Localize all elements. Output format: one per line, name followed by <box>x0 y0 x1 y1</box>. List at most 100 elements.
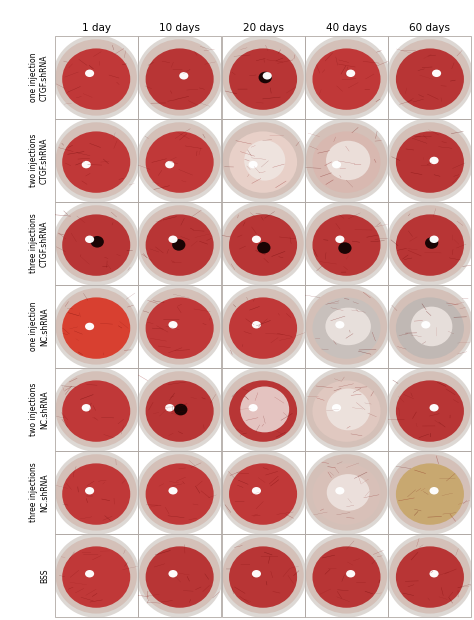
Ellipse shape <box>332 404 341 412</box>
Ellipse shape <box>174 404 187 415</box>
Ellipse shape <box>303 118 390 203</box>
Ellipse shape <box>146 546 214 608</box>
Ellipse shape <box>429 404 438 412</box>
Ellipse shape <box>168 570 178 577</box>
Ellipse shape <box>139 122 220 198</box>
Ellipse shape <box>219 118 307 203</box>
Ellipse shape <box>386 35 474 120</box>
Ellipse shape <box>146 215 214 276</box>
Ellipse shape <box>312 463 381 525</box>
Ellipse shape <box>346 69 355 77</box>
Ellipse shape <box>85 69 94 77</box>
Ellipse shape <box>306 122 387 198</box>
Text: one injection
NC.shRNA: one injection NC.shRNA <box>29 302 49 351</box>
Ellipse shape <box>396 298 464 359</box>
Text: three injections
CTGF.shRNA: three injections CTGF.shRNA <box>29 213 49 273</box>
Ellipse shape <box>139 371 220 448</box>
Ellipse shape <box>312 215 381 276</box>
Ellipse shape <box>136 35 223 120</box>
Ellipse shape <box>62 546 130 608</box>
Ellipse shape <box>306 371 387 448</box>
Ellipse shape <box>55 122 137 198</box>
Text: 20 days: 20 days <box>243 24 283 33</box>
Ellipse shape <box>303 450 390 534</box>
Ellipse shape <box>62 48 130 110</box>
Ellipse shape <box>326 141 370 180</box>
Ellipse shape <box>396 546 464 608</box>
Ellipse shape <box>252 570 261 577</box>
Ellipse shape <box>139 39 220 116</box>
Text: three injections
NC.shRNA: three injections NC.shRNA <box>29 463 49 522</box>
Text: two injections
NC.shRNA: two injections NC.shRNA <box>29 383 49 436</box>
Text: BSS: BSS <box>40 568 49 583</box>
Ellipse shape <box>136 450 223 534</box>
Ellipse shape <box>168 321 178 329</box>
Ellipse shape <box>136 284 223 369</box>
Ellipse shape <box>55 205 137 281</box>
Ellipse shape <box>229 381 297 442</box>
Ellipse shape <box>146 463 214 525</box>
Ellipse shape <box>306 454 387 531</box>
Ellipse shape <box>168 487 178 495</box>
Ellipse shape <box>303 201 390 286</box>
Ellipse shape <box>139 537 220 614</box>
Ellipse shape <box>252 321 261 329</box>
Ellipse shape <box>53 367 140 452</box>
Ellipse shape <box>62 463 130 525</box>
Ellipse shape <box>429 157 438 164</box>
Ellipse shape <box>312 381 381 442</box>
Ellipse shape <box>248 161 258 169</box>
Ellipse shape <box>55 537 137 614</box>
Ellipse shape <box>335 321 345 329</box>
Ellipse shape <box>222 371 304 448</box>
Ellipse shape <box>219 367 307 452</box>
Ellipse shape <box>222 122 304 198</box>
Ellipse shape <box>326 389 370 430</box>
Ellipse shape <box>326 308 371 345</box>
Ellipse shape <box>396 215 464 276</box>
Ellipse shape <box>389 122 471 198</box>
Ellipse shape <box>429 570 438 577</box>
Ellipse shape <box>386 533 474 618</box>
Ellipse shape <box>229 131 297 193</box>
Ellipse shape <box>222 205 304 281</box>
Ellipse shape <box>303 35 390 120</box>
Ellipse shape <box>386 284 474 369</box>
Ellipse shape <box>53 118 140 203</box>
Ellipse shape <box>53 284 140 369</box>
Ellipse shape <box>432 69 441 77</box>
Ellipse shape <box>425 237 438 249</box>
Ellipse shape <box>389 537 471 614</box>
Ellipse shape <box>306 537 387 614</box>
Ellipse shape <box>229 48 297 110</box>
Ellipse shape <box>85 487 94 495</box>
Ellipse shape <box>139 454 220 531</box>
Ellipse shape <box>53 533 140 618</box>
Ellipse shape <box>82 404 91 412</box>
Ellipse shape <box>312 48 381 110</box>
Ellipse shape <box>429 487 438 495</box>
Ellipse shape <box>396 48 464 110</box>
Ellipse shape <box>252 236 261 243</box>
Ellipse shape <box>165 161 174 169</box>
Ellipse shape <box>146 381 214 442</box>
Ellipse shape <box>55 454 137 531</box>
Ellipse shape <box>219 201 307 286</box>
Ellipse shape <box>389 39 471 116</box>
Ellipse shape <box>389 454 471 531</box>
Ellipse shape <box>244 140 285 180</box>
Ellipse shape <box>136 201 223 286</box>
Text: 1 day: 1 day <box>82 24 111 33</box>
Ellipse shape <box>229 463 297 525</box>
Ellipse shape <box>259 72 272 83</box>
Ellipse shape <box>312 298 381 359</box>
Ellipse shape <box>222 537 304 614</box>
Text: 10 days: 10 days <box>159 24 200 33</box>
Ellipse shape <box>396 463 464 525</box>
Ellipse shape <box>179 72 188 79</box>
Ellipse shape <box>386 367 474 452</box>
Ellipse shape <box>136 533 223 618</box>
Ellipse shape <box>55 39 137 116</box>
Ellipse shape <box>306 205 387 281</box>
Ellipse shape <box>386 201 474 286</box>
